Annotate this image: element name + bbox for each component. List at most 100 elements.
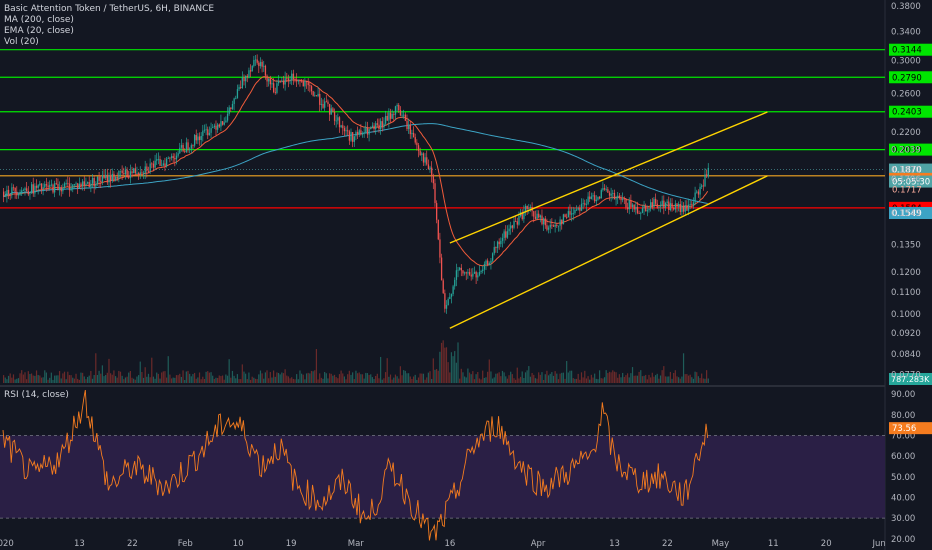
candle-body <box>597 196 599 200</box>
rsi-tick-label: 90.00 <box>891 390 915 400</box>
volume-bar <box>86 376 89 383</box>
candle-body <box>14 187 16 192</box>
volume-bar <box>516 367 518 383</box>
candle-body <box>251 66 253 72</box>
candle-body <box>409 124 411 135</box>
candle-body <box>482 269 484 272</box>
volume-bar <box>300 373 303 383</box>
volume-bar <box>258 374 260 383</box>
volume-bar <box>592 377 594 383</box>
volume-bar <box>473 379 476 383</box>
candle-body <box>575 209 578 211</box>
candle-body <box>579 207 581 211</box>
volume-bar <box>179 373 181 383</box>
volume-bar <box>217 377 219 383</box>
volume-bar <box>284 369 286 383</box>
candle-body <box>439 239 441 258</box>
time-axis: 2020 13 22 Feb 10 19 Mar 16 Apr 13 22 May 11 20 Jun <box>0 539 886 549</box>
candle-body <box>50 184 53 186</box>
volume-bar <box>203 378 206 383</box>
candle-body <box>315 95 318 97</box>
volume-bar <box>157 373 159 383</box>
volume-bar <box>174 377 176 383</box>
candle-body <box>63 183 66 188</box>
candle-body <box>246 75 248 78</box>
time-tick-label: 13 <box>74 539 85 549</box>
candle-body <box>353 136 355 142</box>
candle-body <box>590 196 593 199</box>
volume-bar <box>404 370 406 383</box>
candle-body <box>536 213 538 219</box>
candle-body <box>179 147 181 154</box>
candle-body <box>34 185 36 194</box>
candle-body <box>480 271 482 272</box>
candle-body <box>151 163 153 165</box>
candle-body <box>161 165 163 167</box>
volume-bar <box>352 372 354 383</box>
volume-bar <box>505 376 507 383</box>
volume-bar <box>628 377 630 383</box>
volume-bar <box>315 349 318 383</box>
price-tag <box>889 163 932 176</box>
candle-body <box>485 260 487 265</box>
candle-body <box>549 224 551 228</box>
volume-bar <box>340 370 342 383</box>
candle-body <box>523 211 525 220</box>
volume-bar <box>45 372 48 383</box>
candle-body <box>449 296 451 300</box>
volume-legend: Vol (20) <box>4 37 39 47</box>
rsi-legend: RSI (14, close) <box>4 390 69 400</box>
trend-channel[interactable] <box>449 111 768 329</box>
volume-bar <box>375 375 377 383</box>
candle-body <box>103 175 105 179</box>
candle-body <box>322 103 324 108</box>
volume-bar <box>12 374 15 383</box>
volume-bar <box>529 376 532 383</box>
candle-body <box>124 169 127 175</box>
volume-bar <box>444 347 446 383</box>
candle-body <box>490 260 492 264</box>
volume-bar <box>378 378 380 383</box>
volume-bar <box>682 353 685 383</box>
candle-body <box>361 133 364 135</box>
candle-body <box>279 80 281 82</box>
volume-bar <box>681 376 683 383</box>
volume-bar <box>259 370 262 383</box>
time-tick-label: Apr <box>531 539 546 549</box>
candle-body <box>136 173 138 174</box>
horizontal-levels[interactable]: 0.31440.27900.24030.20390.15840.18700.17… <box>0 43 932 385</box>
candle-body <box>432 175 435 184</box>
candle-body <box>571 213 573 215</box>
candle-body <box>412 132 415 138</box>
volume-bar <box>215 377 217 383</box>
candle-body <box>356 131 359 135</box>
volume-bar <box>129 370 131 383</box>
candle-body <box>174 157 176 160</box>
volume-bar <box>177 375 179 383</box>
hidden-tag-label: 0.1717 <box>892 185 922 195</box>
candle-body <box>544 218 546 226</box>
candle-body <box>240 87 242 88</box>
candle-body <box>427 164 430 170</box>
channel-lower-line <box>449 175 768 329</box>
volume-bar <box>620 377 622 383</box>
volume-bar <box>256 379 258 383</box>
candle-body <box>337 117 339 121</box>
volume-bar <box>197 377 199 383</box>
candle-body <box>282 80 285 85</box>
candle-body <box>129 171 132 178</box>
price-level-tag <box>889 105 932 118</box>
volume-bar <box>526 370 528 383</box>
volume-bar <box>536 378 538 383</box>
volume-bar <box>335 377 337 383</box>
volume-bar <box>328 373 331 383</box>
candle-body <box>17 193 20 196</box>
volume-bar <box>406 373 408 383</box>
volume-bar <box>294 379 296 383</box>
volume-bar <box>138 375 140 383</box>
volume-bar <box>192 374 194 383</box>
volume-bar <box>482 370 484 383</box>
volume-bar <box>704 378 706 383</box>
ema-legend: EMA (20, close) <box>4 26 74 36</box>
